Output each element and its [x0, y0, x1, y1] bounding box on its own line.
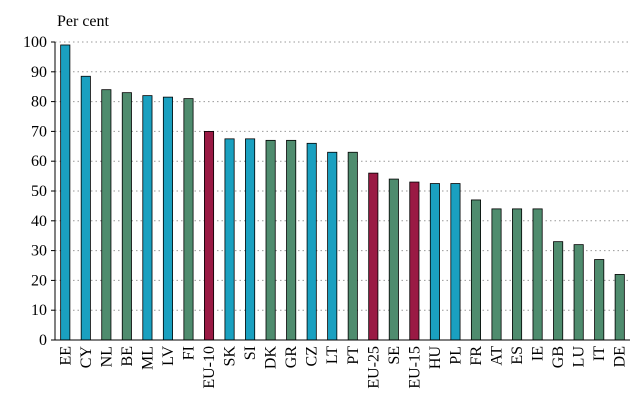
x-tick-label: CY [78, 346, 95, 369]
bar-se [388, 178, 399, 341]
bar-sk [224, 138, 235, 341]
bar-lv [162, 96, 173, 341]
x-tick-labels: EE CY NL BE ML LV FI EU-10 SK SI DK GR CZ LT PT EU-25 SE… [57, 346, 628, 389]
x-tick-label: DE [612, 346, 629, 367]
bar-es [512, 208, 523, 341]
x-tick-label: EU-10 [201, 346, 218, 389]
bar-fr [470, 199, 481, 341]
bar-cz [306, 142, 317, 341]
x-tick-label: ES [509, 346, 526, 365]
bar-it [594, 259, 605, 341]
y-tick-label: 20 [31, 272, 47, 289]
bar-be [121, 92, 132, 341]
x-tick-label: IT [591, 346, 608, 361]
x-tick-label: DK [263, 346, 280, 370]
x-tick-label: LT [324, 346, 341, 364]
x-tick-label: HU [427, 346, 444, 370]
y-tick-label: 40 [31, 213, 47, 230]
y-tick-label: 100 [23, 34, 47, 51]
bar-eu-10 [203, 130, 215, 341]
x-tick-label: LV [160, 346, 177, 366]
bar-at [491, 208, 502, 341]
x-tick-label: BE [119, 346, 136, 366]
y-tick-label: 70 [31, 123, 47, 140]
bar-lt [327, 151, 338, 341]
x-tick-label: EE [57, 346, 74, 366]
bar-de [614, 274, 625, 341]
y-tick-label: 30 [31, 243, 47, 260]
x-tick-label: SI [242, 346, 259, 360]
bar-pl [450, 183, 461, 341]
bars [60, 44, 625, 341]
y-tick-label: 80 [31, 94, 47, 111]
bar-dk [265, 139, 276, 341]
x-tick-label: AT [489, 346, 506, 366]
x-tick-label: PT [345, 346, 362, 365]
bar-ie [532, 208, 543, 341]
x-tick-label: SK [222, 346, 239, 367]
gridlines [55, 41, 630, 311]
x-tick-label: PL [447, 346, 464, 365]
x-tick-label: ML [139, 346, 156, 370]
bar-ml [142, 95, 153, 341]
bar-cy [80, 75, 91, 341]
bar-fi [183, 98, 194, 341]
x-tick-label: NL [98, 346, 115, 367]
y-tick-label: 90 [31, 64, 47, 81]
x-tick-label: GR [283, 346, 300, 369]
x-tick-label: LU [571, 346, 588, 368]
bar-gr [286, 139, 297, 341]
axes [51, 41, 630, 341]
y-axis-unit-label: Per cent [57, 13, 110, 30]
x-tick-label: SE [386, 346, 403, 365]
bar-eu-25 [368, 172, 379, 341]
y-tick-label: 50 [31, 183, 47, 200]
bar-pt [347, 151, 358, 341]
x-tick-label: IE [530, 346, 547, 361]
x-tick-label: GB [550, 346, 567, 368]
x-tick-label: CZ [304, 346, 321, 366]
bar-hu [429, 183, 440, 341]
bar-si [245, 138, 256, 341]
bar-lu [573, 244, 584, 341]
y-tick-labels: 0 10 20 30 40 50 60 70 80 90 100 [23, 34, 47, 349]
x-tick-label: EU-15 [406, 346, 423, 389]
y-tick-label: 60 [31, 153, 47, 170]
bar-ee [60, 44, 71, 341]
bar-eu-15 [409, 181, 420, 341]
x-tick-label: EU-25 [365, 346, 382, 389]
bar-gb [553, 241, 564, 341]
x-tick-label: FR [468, 346, 485, 366]
y-tick-label: 10 [31, 302, 47, 319]
y-tick-label: 0 [39, 332, 47, 349]
x-tick-label: FI [180, 346, 197, 360]
bar-nl [101, 89, 112, 341]
